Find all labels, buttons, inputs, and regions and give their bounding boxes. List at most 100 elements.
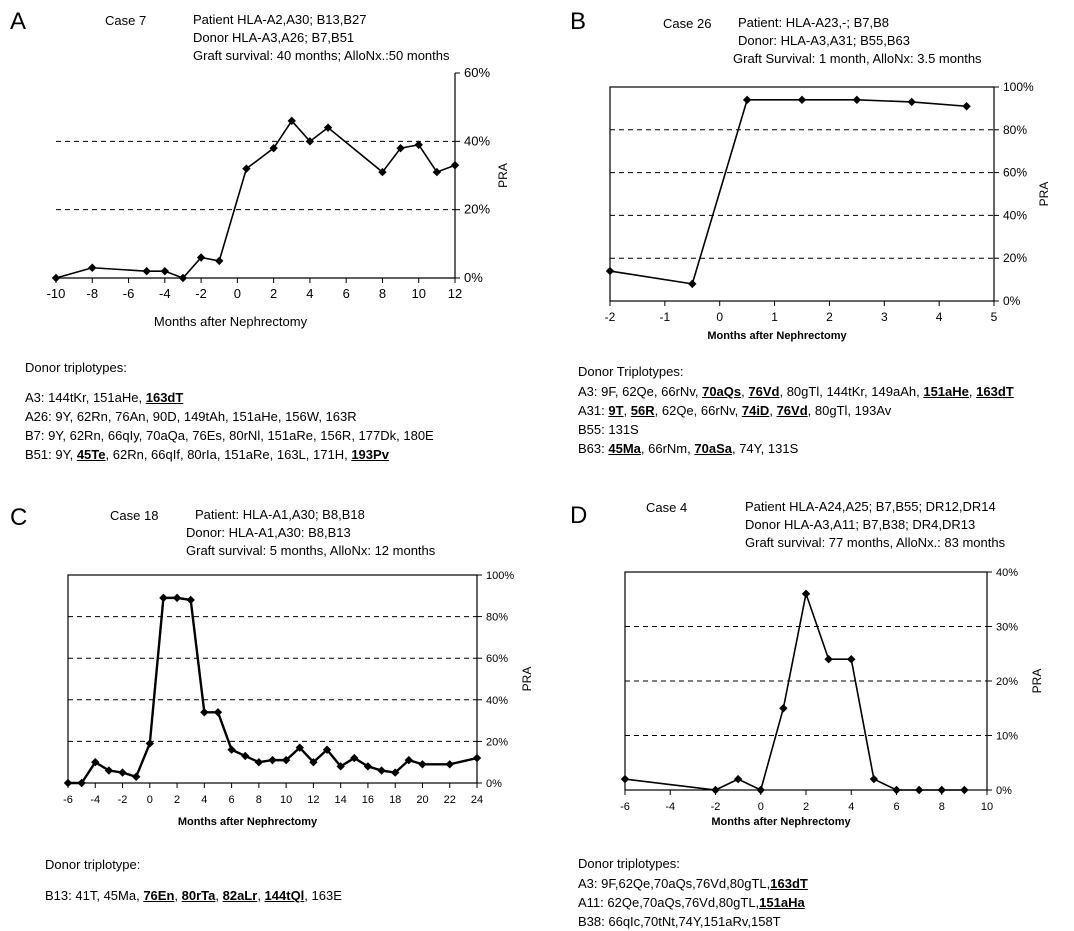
panel-letter-a: A bbox=[10, 8, 27, 35]
token-separator: , bbox=[864, 384, 872, 399]
chart-d-y-tick-label: 10% bbox=[996, 731, 1018, 743]
header-line: Patient HLA-A2,A30; B13,B27 bbox=[193, 12, 367, 27]
chart-a-y-tick-label: 0% bbox=[464, 270, 483, 285]
triplotype-list-b: A3: 9F, 62Qe, 66rNv, 70aQs, 76Vd, 80gTl,… bbox=[578, 382, 1014, 458]
triplotype-allele-label: B38: bbox=[578, 914, 609, 929]
header-line: Graft survival: 77 months, AlloNx.: 83 m… bbox=[745, 535, 1006, 550]
eplet-token: 177Dk bbox=[358, 428, 397, 443]
chart-a-y-tick-label: 40% bbox=[464, 133, 490, 148]
chart-c-data-point bbox=[186, 595, 195, 605]
chart-d-data-point bbox=[756, 785, 765, 795]
chart-a-x-tick-label: -6 bbox=[123, 286, 135, 301]
eplet-token: 151aHe bbox=[92, 390, 139, 405]
eplet-token-underlined: 9T bbox=[608, 403, 624, 418]
eplet-token: 163E bbox=[311, 888, 342, 903]
token-separator: , bbox=[614, 384, 623, 399]
chart-c-series-line bbox=[68, 596, 478, 785]
triplotype-list-c: B13: 41T, 45Ma, 76En, 80rTa, 82aLr, 144t… bbox=[45, 886, 342, 905]
chart-a-x-tick-label: -4 bbox=[159, 286, 171, 301]
chart-a-data-point bbox=[242, 164, 251, 173]
eplet-token: 151aHe bbox=[232, 409, 278, 424]
chart-c-x-tick-label: 14 bbox=[335, 794, 347, 806]
triplotype-row: B7: 9Y, 62Rn, 66qIy, 70aQa, 76Es, 80rNl,… bbox=[25, 426, 434, 445]
chart-c-x-tick-label: 20 bbox=[416, 794, 428, 806]
chart-a-x-tick-label: -10 bbox=[47, 286, 66, 301]
token-separator: , bbox=[62, 428, 70, 443]
chart-c-x-tick-label: 2 bbox=[174, 794, 180, 806]
eplet-token: 180E bbox=[403, 428, 434, 443]
chart-c-data-point bbox=[445, 760, 454, 769]
triplotype-allele-label: A31: bbox=[578, 403, 609, 418]
token-separator: , bbox=[305, 447, 314, 462]
chart-d-y-tick-label: 30% bbox=[996, 622, 1018, 634]
token-separator: , bbox=[968, 384, 977, 399]
chart-d-x-tick-label: -6 bbox=[620, 801, 630, 813]
chart-c-data-point bbox=[350, 753, 359, 763]
token-separator: , bbox=[96, 888, 104, 903]
token-separator: , bbox=[176, 409, 184, 424]
header-line: Patient: HLA-A23,-; B7,B8 bbox=[738, 15, 890, 30]
header-line: Donor: HLA-A1,A30: B8,B13 bbox=[186, 525, 351, 540]
eplet-token-underlined: 76En bbox=[143, 888, 175, 903]
chart-c-data-point bbox=[91, 758, 100, 767]
chart-b-x-tick-label: 3 bbox=[881, 310, 888, 324]
chart-a-y-tick-label: 20% bbox=[464, 202, 490, 217]
chart-c-y-tick-label: 60% bbox=[486, 653, 508, 665]
triplotype-title-a: Donor triplotypes: bbox=[25, 360, 127, 375]
eplet-token: 80rNl bbox=[229, 428, 261, 443]
chart-c-x-axis-label: Months after Nephrectomy bbox=[178, 816, 318, 828]
eplet-token: 131S bbox=[767, 441, 799, 456]
chart-c-data-point bbox=[404, 755, 414, 765]
chart-c-data-point bbox=[391, 768, 400, 777]
token-separator: , bbox=[623, 403, 631, 418]
token-separator: , bbox=[819, 384, 827, 399]
header-line: Graft survival: 40 months; AlloNx.:50 mo… bbox=[193, 48, 450, 63]
eplet-token: 74Y bbox=[739, 441, 761, 456]
chart-b-x-tick-label: 2 bbox=[826, 310, 833, 324]
triplotype-allele-label: A26: bbox=[25, 409, 56, 424]
chart-d-x-tick-label: 2 bbox=[803, 801, 809, 813]
eplet-token: 66qIc,70tNt,74Y,151aRv,158T bbox=[608, 914, 781, 929]
eplet-token: 9Y bbox=[48, 428, 63, 443]
eplet-token: 66qIy bbox=[107, 428, 139, 443]
triplotype-allele-label: B51: bbox=[25, 447, 56, 462]
chart-b-data-point bbox=[605, 266, 615, 276]
token-separator: , bbox=[847, 403, 855, 418]
chart-a-x-tick-label: 2 bbox=[270, 286, 277, 301]
chart-c-y-axis-label: PRA bbox=[520, 667, 534, 692]
chart-c-x-tick-label: 18 bbox=[389, 794, 401, 806]
chart-a-data-point bbox=[432, 167, 442, 177]
token-separator: , bbox=[277, 409, 286, 424]
panel-letter-c: C bbox=[10, 504, 28, 531]
chart-a-x-tick-label: 12 bbox=[448, 286, 462, 301]
token-separator: , bbox=[260, 428, 268, 443]
triplotype-allele-label: A11: bbox=[578, 895, 608, 910]
case-label-b: Case 26 bbox=[663, 16, 712, 31]
token-separator: , bbox=[807, 403, 815, 418]
chart-b-x-tick-label: 5 bbox=[991, 310, 998, 324]
token-separator: , bbox=[216, 447, 225, 462]
triplotype-row: A3: 144tKr, 151aHe, 163dT bbox=[25, 388, 434, 407]
chart-b-x-tick-label: 0 bbox=[716, 310, 723, 324]
chart-d-y-axis-label: PRA bbox=[1030, 669, 1044, 694]
chart-a-data-point bbox=[305, 137, 315, 146]
chart-c-data-point bbox=[104, 766, 114, 775]
triplotype-allele-label: B13: bbox=[45, 888, 76, 903]
token-separator: , bbox=[100, 428, 108, 443]
triplotype-allele-label: A3: bbox=[578, 876, 602, 891]
chart-a-data-point bbox=[396, 143, 405, 153]
chart-d-data-point bbox=[937, 785, 946, 795]
eplet-token-underlined: 74iD bbox=[741, 403, 770, 418]
chart-a-x-tick-label: 10 bbox=[411, 286, 425, 301]
chart-a-x-tick-label: -8 bbox=[86, 286, 98, 301]
eplet-token-underlined: 80rTa bbox=[181, 888, 216, 903]
eplet-token: 45Ma bbox=[103, 888, 137, 903]
token-separator: , bbox=[653, 384, 662, 399]
eplet-token: 62Rn bbox=[76, 409, 108, 424]
chart-d-data-point bbox=[869, 774, 879, 784]
chart-c-x-tick-label: 0 bbox=[147, 794, 153, 806]
triplotype-allele-label: A3: bbox=[25, 390, 49, 405]
chart-b-x-axis-label: Months after Nephrectomy bbox=[707, 330, 847, 342]
eplet-token: 90D bbox=[152, 409, 177, 424]
token-separator: , bbox=[396, 428, 404, 443]
